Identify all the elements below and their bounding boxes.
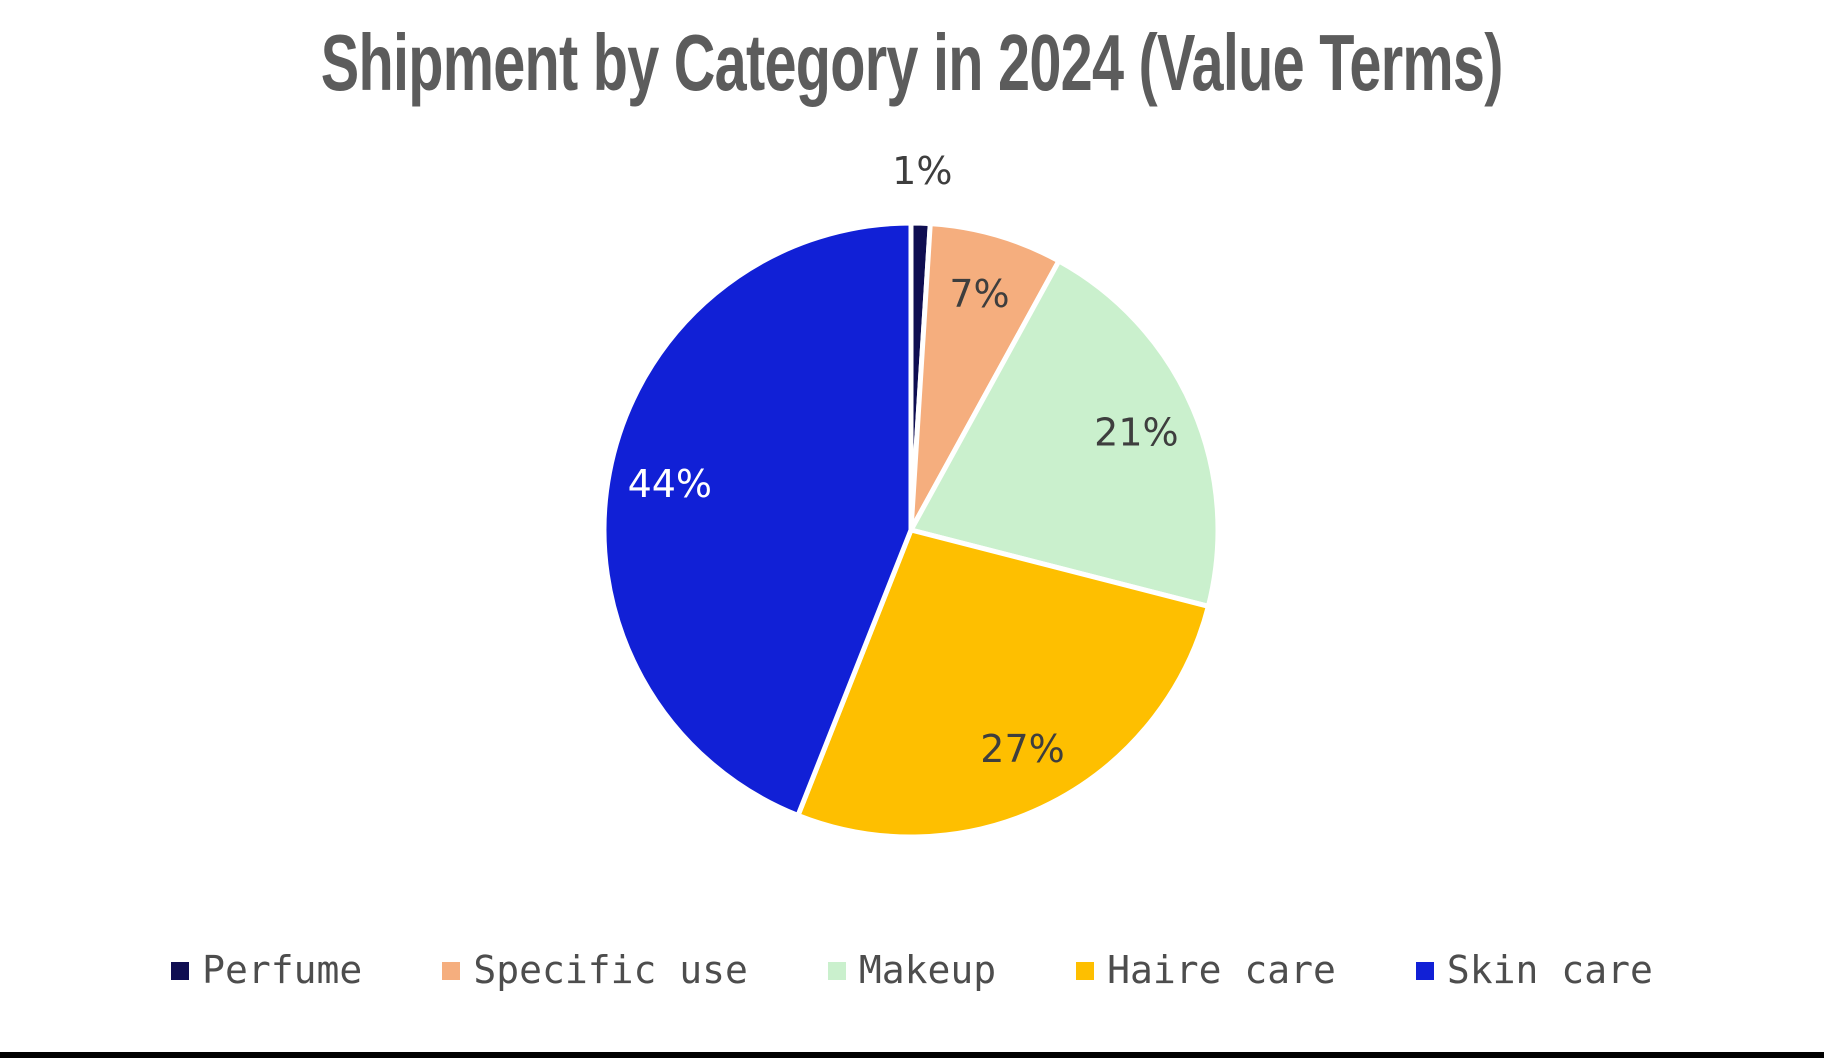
legend-swatch-haire-care <box>1076 962 1095 980</box>
pie-slice-skin-care <box>601 220 914 818</box>
legend-label-specific-use: Specific use <box>473 948 748 992</box>
bottom-border-bar <box>0 1052 1824 1058</box>
slice-label-skin-care: 44% <box>628 462 712 506</box>
pie-slice-specific-use <box>908 221 1062 533</box>
legend-item-specific-use: Specific use <box>442 948 748 992</box>
legend-label-haire-care: Haire care <box>1107 948 1336 992</box>
legend-item-skin-care: Skin care <box>1415 948 1653 992</box>
legend-swatch-makeup <box>827 962 846 980</box>
chart-legend: Perfume Specific use Makeup Haire care Skin … <box>0 948 1824 992</box>
legend-item-haire-care: Haire care <box>1076 948 1336 992</box>
pie-slice-haire-care <box>795 527 1211 840</box>
legend-swatch-skin-care <box>1415 962 1434 980</box>
legend-label-skin-care: Skin care <box>1446 948 1653 992</box>
legend-label-perfume: Perfume <box>202 948 363 992</box>
chart-title-text: Shipment by Category in 2024 (Value Term… <box>321 18 1504 107</box>
slice-label-makeup: 21% <box>1094 411 1178 455</box>
slice-label-specific-use: 7% <box>949 272 1009 316</box>
slice-label-haire-care: 27% <box>980 727 1064 771</box>
chart-title: Shipment by Category in 2024 (Value Term… <box>0 18 1824 108</box>
legend-item-makeup: Makeup <box>827 948 997 992</box>
legend-swatch-specific-use <box>442 962 461 980</box>
pie-slice-makeup <box>908 258 1221 609</box>
legend-swatch-perfume <box>171 962 190 980</box>
legend-label-makeup: Makeup <box>858 948 997 992</box>
legend-item-perfume: Perfume <box>171 948 362 992</box>
slice-label-perfume: 1% <box>892 149 952 193</box>
